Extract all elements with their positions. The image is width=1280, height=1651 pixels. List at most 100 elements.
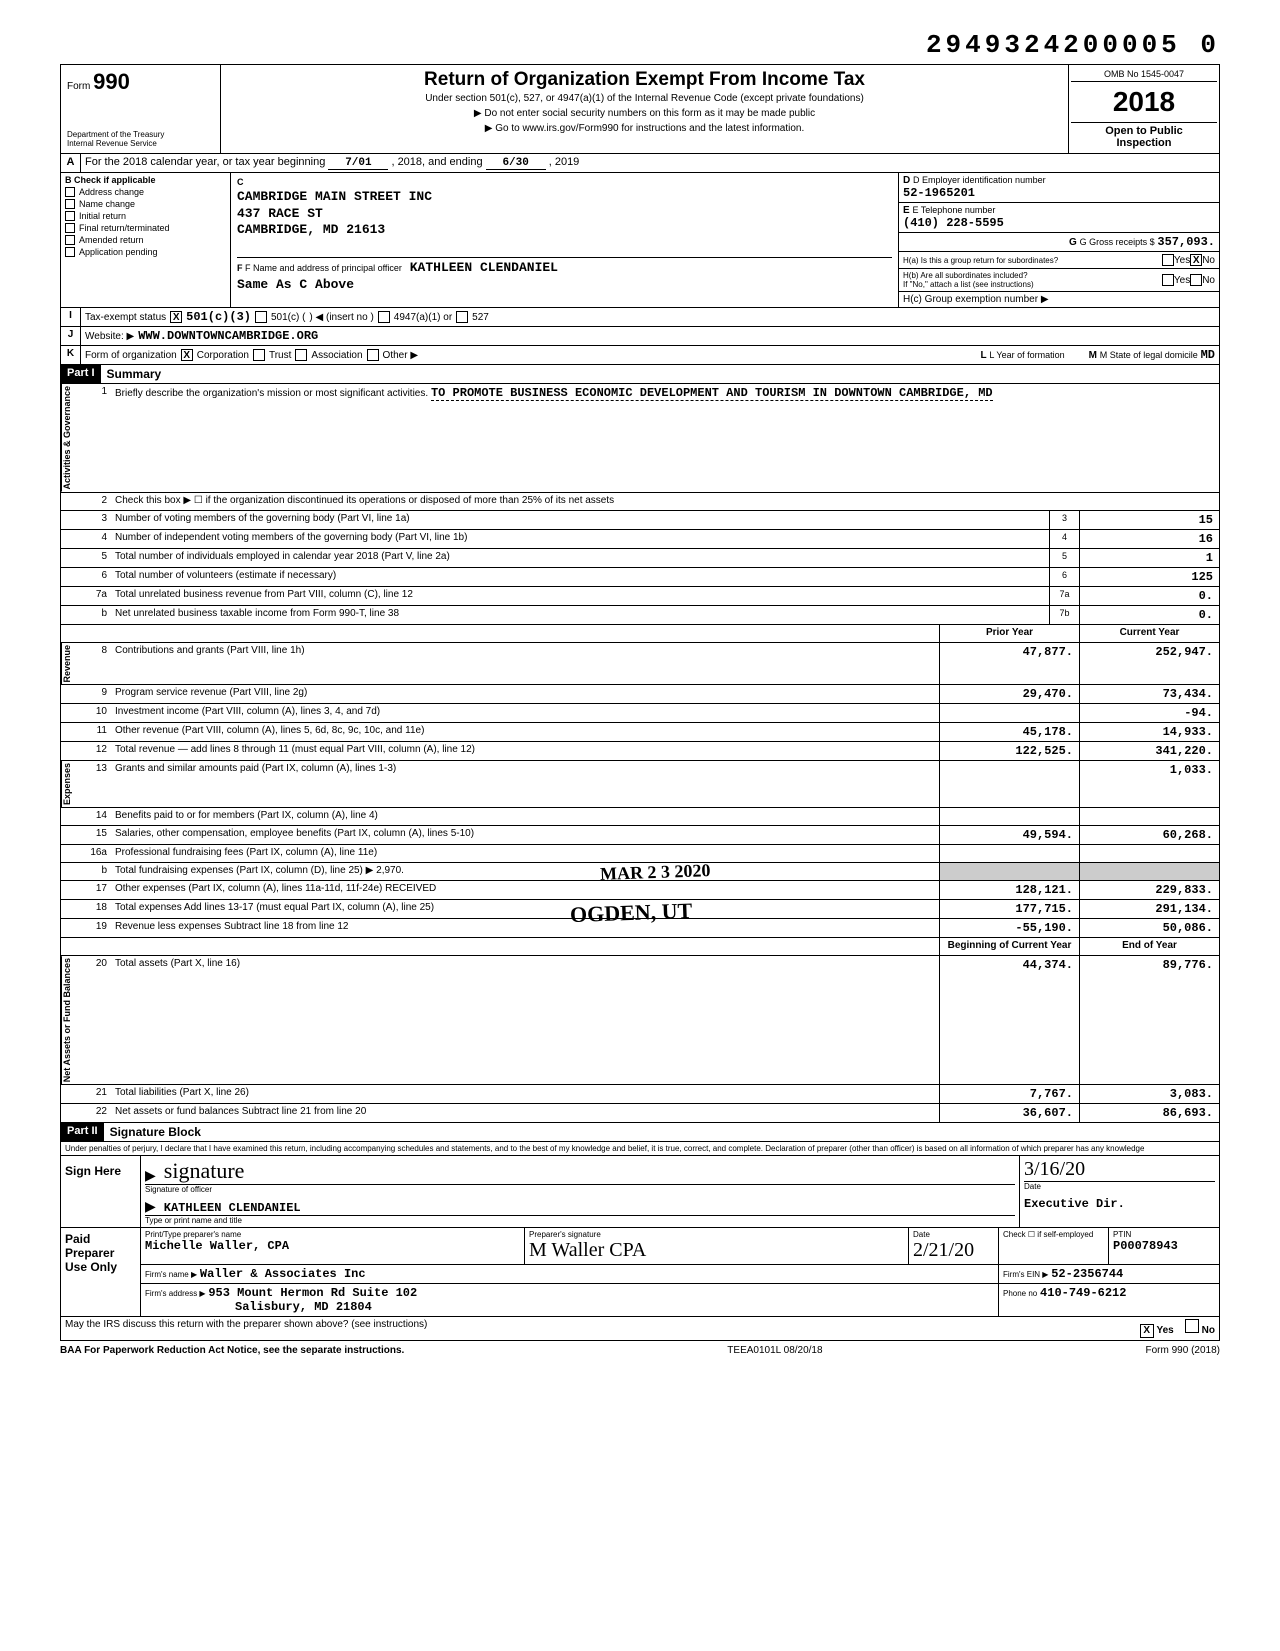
prior-16a bbox=[939, 845, 1079, 862]
prior-11: 45,178. bbox=[939, 723, 1079, 741]
ha-label: H(a) Is this a group return for subordin… bbox=[903, 256, 1162, 265]
current-19: 50,086. bbox=[1079, 919, 1219, 937]
prior-13 bbox=[939, 761, 1079, 807]
ha-yes-box[interactable] bbox=[1162, 254, 1174, 266]
summary-row-2: x2Check this box ▶ ☐ if the organization… bbox=[61, 493, 1219, 511]
value-5: 1 bbox=[1079, 549, 1219, 567]
org-addr1: 437 RACE ST bbox=[237, 206, 892, 223]
summary-row-4: x4Number of independent voting members o… bbox=[61, 530, 1219, 549]
preparer-date: 2/21/20 bbox=[913, 1239, 994, 1262]
current-17: 229,833. bbox=[1079, 881, 1219, 899]
officer-title: Executive Dir. bbox=[1024, 1197, 1215, 1211]
current-12: 341,220. bbox=[1079, 742, 1219, 760]
summary-row-15: x15Salaries, other compensation, employe… bbox=[61, 826, 1219, 845]
prior-15: 49,594. bbox=[939, 826, 1079, 844]
current-8: 252,947. bbox=[1079, 643, 1219, 685]
4947-box[interactable] bbox=[378, 311, 390, 323]
checkbox-address-change[interactable]: Address change bbox=[65, 187, 226, 197]
prior-19: -55,190. bbox=[939, 919, 1079, 937]
discuss-row: May the IRS discuss this return with the… bbox=[60, 1317, 1220, 1341]
state-domicile: MD bbox=[1201, 348, 1215, 362]
hb-label: H(b) Are all subordinates included? bbox=[903, 271, 1028, 280]
checkbox-final-return-terminated[interactable]: Final return/terminated bbox=[65, 223, 226, 233]
prior-18: 177,715. bbox=[939, 900, 1079, 918]
summary-row-b: xbNet unrelated business taxable income … bbox=[61, 606, 1219, 625]
prior-8: 47,877. bbox=[939, 643, 1079, 685]
summary-row-5: x5Total number of individuals employed i… bbox=[61, 549, 1219, 568]
website: WWW.DOWNTOWNCAMBRIDGE.ORG bbox=[138, 329, 318, 343]
summary-row-13: Expenses13Grants and similar amounts pai… bbox=[61, 761, 1219, 808]
summary-row-7a: x7aTotal unrelated business revenue from… bbox=[61, 587, 1219, 606]
summary-row-17: x17Other expenses (Part IX, column (A), … bbox=[61, 881, 1219, 900]
current-15: 60,268. bbox=[1079, 826, 1219, 844]
summary-row-11: x11Other revenue (Part VIII, column (A),… bbox=[61, 723, 1219, 742]
col-header-current: Current Year bbox=[1079, 625, 1219, 642]
discuss-yes-box[interactable]: X bbox=[1140, 1324, 1154, 1338]
summary-row-9: x9Program service revenue (Part VIII, li… bbox=[61, 685, 1219, 704]
phone-label: E E Telephone number bbox=[903, 205, 1215, 216]
line-i: I Tax-exempt status X501(c)(3) 501(c) ()… bbox=[60, 308, 1220, 327]
stamp-date: MAR 2 3 2020 bbox=[600, 860, 711, 885]
prior-10 bbox=[939, 704, 1079, 722]
summary-row-22: x22Net assets or fund balances Subtract … bbox=[61, 1104, 1219, 1122]
summary-row-14: x14Benefits paid to or for members (Part… bbox=[61, 808, 1219, 826]
line-a: A For the 2018 calendar year, or tax yea… bbox=[60, 154, 1220, 173]
value-6: 125 bbox=[1079, 568, 1219, 586]
tax-year-begin: 7/01 bbox=[328, 157, 388, 170]
current-21: 3,083. bbox=[1079, 1085, 1219, 1103]
summary-table: Activities & Governance1Briefly describe… bbox=[60, 384, 1220, 1123]
527-box[interactable] bbox=[456, 311, 468, 323]
prior-9: 29,470. bbox=[939, 685, 1079, 703]
current-13: 1,033. bbox=[1079, 761, 1219, 807]
checkbox-application-pending[interactable]: Application pending bbox=[65, 247, 226, 257]
value-4: 16 bbox=[1079, 530, 1219, 548]
checkbox-name-change[interactable]: Name change bbox=[65, 199, 226, 209]
corp-box[interactable]: X bbox=[181, 349, 193, 361]
summary-row-12: x12Total revenue — add lines 8 through 1… bbox=[61, 742, 1219, 761]
stamp-ogden: OGDEN, UT bbox=[570, 898, 693, 928]
summary-row-3: x3Number of voting members of the govern… bbox=[61, 511, 1219, 530]
document-id: 2949324200005 0 bbox=[60, 30, 1220, 60]
hb-yes-box[interactable] bbox=[1162, 274, 1174, 286]
line-j: J Website: ▶ WWW.DOWNTOWNCAMBRIDGE.ORG bbox=[60, 327, 1220, 346]
current-20: 89,776. bbox=[1079, 956, 1219, 1084]
officer-signature: signature bbox=[164, 1158, 245, 1184]
sign-block: Sign Here ▶ signature Signature of offic… bbox=[60, 1156, 1220, 1228]
prior-14 bbox=[939, 808, 1079, 825]
summary-row-20: Net Assets or Fund Balances20Total asset… bbox=[61, 956, 1219, 1085]
prior-20: 44,374. bbox=[939, 956, 1079, 1084]
other-box[interactable] bbox=[367, 349, 379, 361]
hc-label: H(c) Group exemption number ▶ bbox=[899, 292, 1219, 307]
form-header: Form 990 Department of the Treasury Inte… bbox=[60, 64, 1220, 154]
summary-row-8: Revenue8Contributions and grants (Part V… bbox=[61, 643, 1219, 686]
line-k: K Form of organization XCorporation Trus… bbox=[60, 346, 1220, 365]
dept-irs: Internal Revenue Service bbox=[67, 140, 214, 149]
firm-name: Waller & Associates Inc bbox=[200, 1267, 366, 1281]
summary-row-21: x21Total liabilities (Part X, line 26)7,… bbox=[61, 1085, 1219, 1104]
hb-no-box[interactable] bbox=[1190, 274, 1202, 286]
checkbox-initial-return[interactable]: Initial return bbox=[65, 211, 226, 221]
firm-addr1: 953 Mount Hermon Rd Suite 102 bbox=[208, 1286, 417, 1300]
current-16a bbox=[1079, 845, 1219, 862]
gross-receipts: 357,093. bbox=[1157, 235, 1215, 249]
col-header-prior: Prior Year bbox=[939, 625, 1079, 642]
discuss-no-box[interactable] bbox=[1185, 1319, 1199, 1333]
value-b: 0. bbox=[1079, 606, 1219, 624]
501c3-box[interactable]: X bbox=[170, 311, 182, 323]
part-1-header: Part I Summary bbox=[60, 365, 1220, 384]
firm-phone: 410-749-6212 bbox=[1040, 1286, 1126, 1300]
officer-addr: Same As C Above bbox=[237, 277, 892, 294]
current-22: 86,693. bbox=[1079, 1104, 1219, 1122]
current-11: 14,933. bbox=[1079, 723, 1219, 741]
hb-hint: If "No," attach a list (see instructions… bbox=[903, 280, 1034, 289]
ein-label: D D Employer identification number bbox=[903, 175, 1215, 186]
preparer-name: Michelle Waller, CPA bbox=[145, 1239, 520, 1253]
checkbox-amended-return[interactable]: Amended return bbox=[65, 235, 226, 245]
form-hint-2: ▶ Go to www.irs.gov/Form990 for instruct… bbox=[225, 123, 1064, 134]
trust-box[interactable] bbox=[253, 349, 265, 361]
summary-row-1: Activities & Governance1Briefly describe… bbox=[61, 384, 1219, 493]
assoc-box[interactable] bbox=[295, 349, 307, 361]
omb-number: OMB No 1545-0047 bbox=[1071, 67, 1217, 82]
ha-no-box[interactable]: X bbox=[1190, 254, 1202, 266]
501c-box[interactable] bbox=[255, 311, 267, 323]
